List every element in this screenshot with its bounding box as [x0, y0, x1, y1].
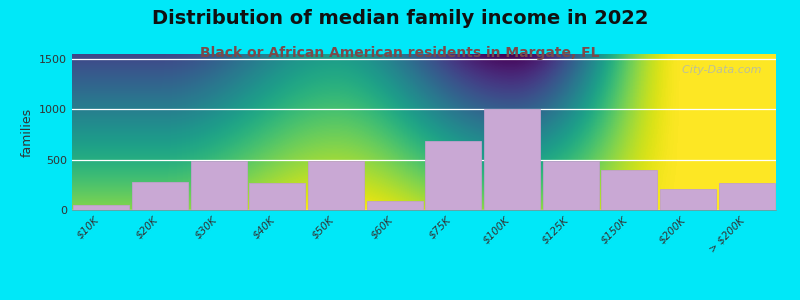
Bar — [308, 161, 364, 210]
Bar — [660, 189, 716, 210]
Text: Distribution of median family income in 2022: Distribution of median family income in … — [152, 9, 648, 28]
Bar — [190, 161, 246, 210]
Bar — [602, 170, 658, 210]
Bar — [132, 182, 188, 210]
Y-axis label: families: families — [21, 107, 34, 157]
Bar — [543, 161, 598, 210]
Bar — [250, 183, 305, 210]
Text: Black or African American residents in Margate, FL: Black or African American residents in M… — [200, 46, 600, 61]
Bar — [74, 205, 129, 210]
Bar — [366, 201, 422, 210]
Bar — [719, 183, 774, 210]
Text: City-Data.com: City-Data.com — [675, 65, 762, 75]
Bar — [426, 141, 482, 210]
Bar — [484, 110, 540, 210]
